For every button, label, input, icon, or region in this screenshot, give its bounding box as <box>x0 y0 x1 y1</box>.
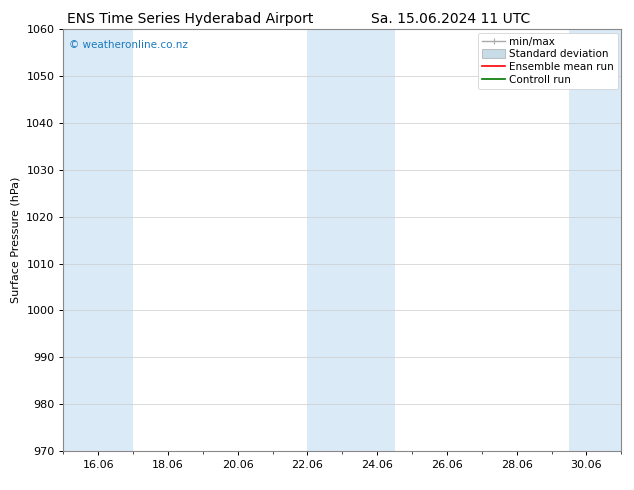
Text: © weatheronline.co.nz: © weatheronline.co.nz <box>69 40 188 50</box>
Legend: min/max, Standard deviation, Ensemble mean run, Controll run: min/max, Standard deviation, Ensemble me… <box>478 32 618 89</box>
Text: Sa. 15.06.2024 11 UTC: Sa. 15.06.2024 11 UTC <box>370 12 530 26</box>
Bar <box>307 29 394 451</box>
Y-axis label: Surface Pressure (hPa): Surface Pressure (hPa) <box>11 177 21 303</box>
Bar <box>569 29 621 451</box>
Bar <box>63 29 133 451</box>
Text: ENS Time Series Hyderabad Airport: ENS Time Series Hyderabad Airport <box>67 12 313 26</box>
